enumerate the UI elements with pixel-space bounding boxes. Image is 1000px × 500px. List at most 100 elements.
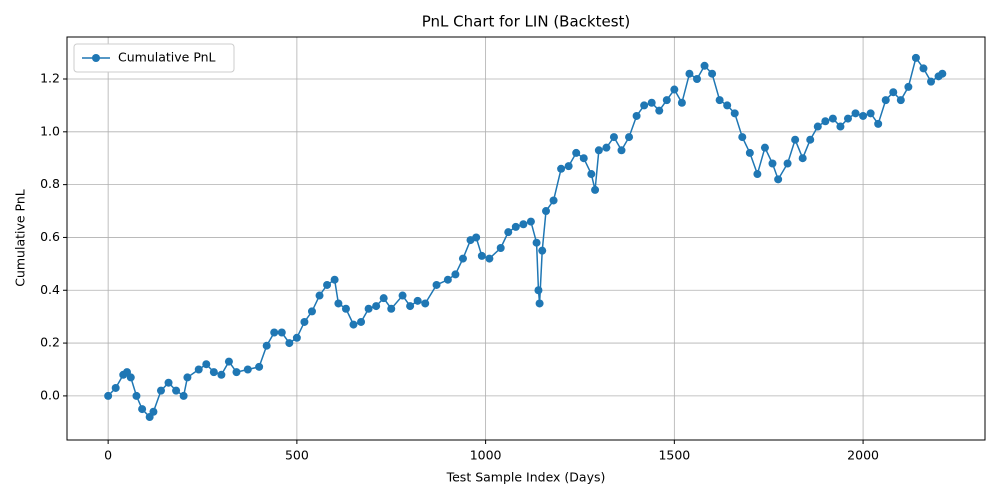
point <box>270 328 279 337</box>
point <box>549 196 558 205</box>
y-tick-label: 0.0 <box>40 387 60 402</box>
point <box>243 365 252 374</box>
point <box>538 246 547 255</box>
point <box>938 69 947 78</box>
point <box>334 299 343 308</box>
point <box>372 302 381 311</box>
point <box>519 220 528 229</box>
point <box>700 61 709 70</box>
point <box>919 64 928 73</box>
point <box>753 170 762 179</box>
point <box>889 88 898 97</box>
point <box>179 391 188 400</box>
point <box>655 106 664 115</box>
x-tick-label: 2000 <box>847 448 879 463</box>
point <box>172 386 181 395</box>
point <box>927 77 936 86</box>
point <box>224 357 233 366</box>
point <box>307 307 316 316</box>
point <box>874 119 883 128</box>
point <box>602 143 611 152</box>
point <box>738 133 747 142</box>
point <box>532 238 541 247</box>
point <box>330 275 339 284</box>
point <box>806 135 815 144</box>
point <box>640 101 649 110</box>
point <box>477 251 486 260</box>
legend-box <box>73 43 235 73</box>
y-tick-label: 0.8 <box>40 176 60 191</box>
point <box>217 370 226 379</box>
point <box>535 299 544 308</box>
point <box>104 391 113 400</box>
point <box>323 280 332 289</box>
point <box>783 159 792 168</box>
point <box>745 148 754 157</box>
point <box>458 254 467 263</box>
point <box>315 291 324 300</box>
point <box>262 341 271 350</box>
point <box>277 328 286 337</box>
point <box>836 122 845 131</box>
point <box>594 146 603 155</box>
point <box>387 304 396 313</box>
point <box>828 114 837 123</box>
point <box>126 373 135 382</box>
point <box>364 304 373 313</box>
x-tick-label: 1000 <box>470 448 502 463</box>
point <box>232 368 241 377</box>
point <box>632 111 641 120</box>
y-tick-label: 0.6 <box>40 229 60 244</box>
point <box>798 154 807 163</box>
point <box>526 217 535 226</box>
point <box>557 164 566 173</box>
point <box>904 82 913 91</box>
point <box>255 362 264 371</box>
point <box>723 101 732 110</box>
point <box>791 135 800 144</box>
point <box>609 133 618 142</box>
point <box>421 299 430 308</box>
point <box>662 96 671 105</box>
point <box>156 386 165 395</box>
axes-frame <box>66 36 986 441</box>
point <box>209 368 218 377</box>
y-tick-label: 0.2 <box>40 335 60 350</box>
point <box>896 96 905 105</box>
point <box>138 405 147 414</box>
point <box>760 143 769 152</box>
x-tick-label: 0 <box>104 448 112 463</box>
point <box>406 302 415 311</box>
point <box>813 122 822 131</box>
point <box>572 148 581 157</box>
point <box>285 339 294 348</box>
point <box>579 154 588 163</box>
point <box>708 69 717 78</box>
point <box>194 365 203 374</box>
point <box>774 175 783 184</box>
point <box>292 333 301 342</box>
point <box>542 207 551 216</box>
point <box>677 98 686 107</box>
point <box>341 304 350 313</box>
point <box>768 159 777 168</box>
y-tick-label: 1.2 <box>40 70 60 85</box>
point <box>349 320 358 329</box>
point <box>851 109 860 118</box>
x-tick-label: 500 <box>285 448 309 463</box>
x-axis-label: Test Sample Index (Days) <box>446 470 606 485</box>
point <box>587 170 596 179</box>
point <box>685 69 694 78</box>
point <box>504 228 513 237</box>
point <box>859 111 868 120</box>
point <box>443 275 452 284</box>
point <box>670 85 679 94</box>
point <box>881 96 890 105</box>
point <box>472 233 481 242</box>
point <box>730 109 739 118</box>
point <box>485 254 494 263</box>
point <box>164 378 173 387</box>
point <box>132 391 141 400</box>
point <box>432 280 441 289</box>
